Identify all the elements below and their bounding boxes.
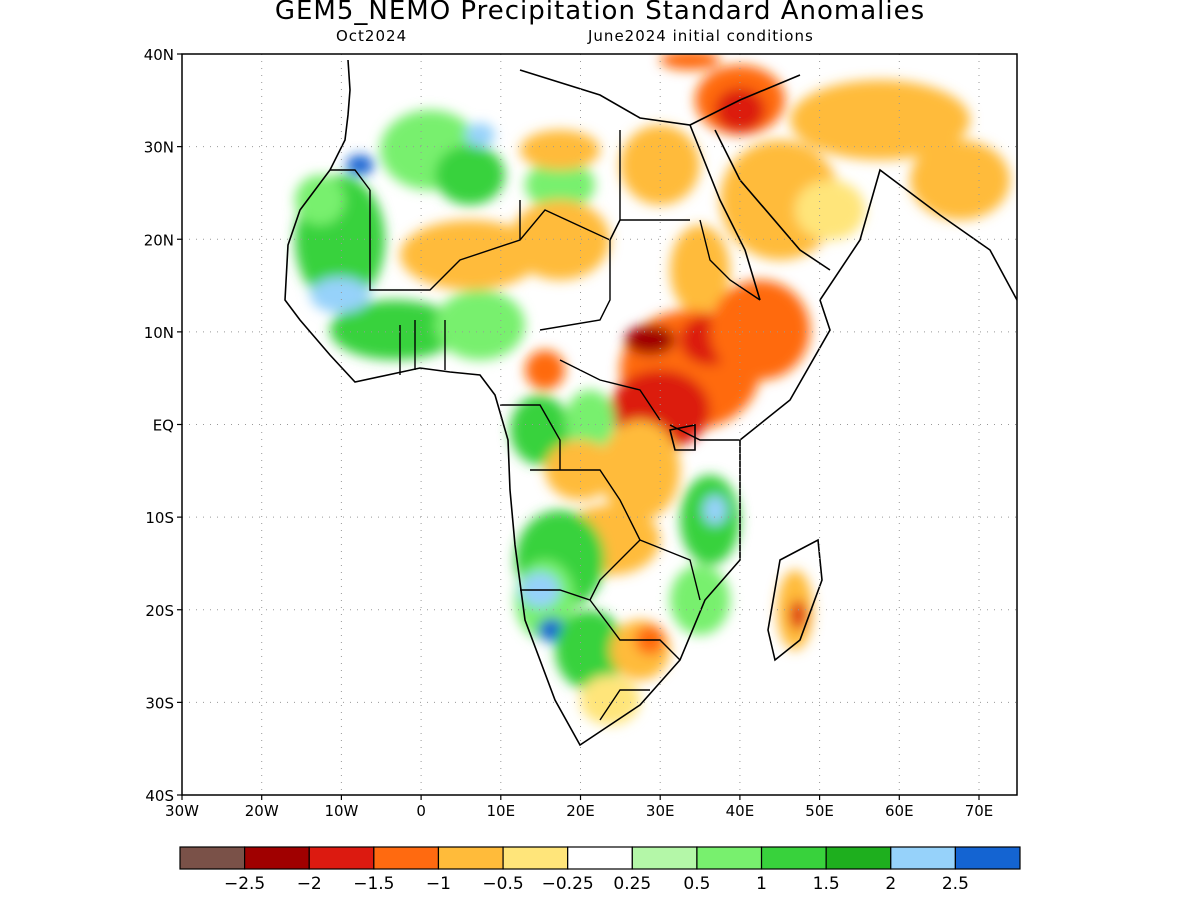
- initial-conditions-label: June2024 initial conditions: [588, 27, 814, 45]
- lon-label: 10W: [324, 802, 358, 820]
- country-borders: [330, 130, 761, 721]
- colorbar-label: 1: [756, 874, 767, 894]
- colorbar-label: 1.5: [813, 874, 840, 894]
- anomaly-field: [295, 54, 1010, 725]
- lon-label: 50E: [805, 802, 834, 820]
- lat-label: 40N: [144, 46, 174, 64]
- lon-label: 40E: [726, 802, 755, 820]
- lon-label: 20E: [566, 802, 595, 820]
- lat-label: EQ: [153, 417, 174, 435]
- colorbar-swatch: [437, 846, 504, 870]
- colorbar-swatch: [890, 846, 956, 870]
- colorbar-swatch: [308, 846, 375, 870]
- coastlines: [284, 59, 1017, 747]
- colorbar-label: −0.25: [542, 874, 594, 894]
- colorbar-label: 0.25: [613, 874, 651, 894]
- colorbar-label: −0.5: [482, 874, 523, 894]
- lat-label: 10N: [144, 324, 174, 342]
- lat-label: 30N: [144, 139, 174, 157]
- lat-label: 20N: [144, 231, 174, 249]
- lat-label: 20S: [145, 602, 174, 620]
- lon-label: 60E: [885, 802, 914, 820]
- map-content: [284, 54, 1017, 747]
- colorbar-label: −2.5: [224, 874, 265, 894]
- colorbar: −2.5 −2 −1.5 −1 −0.5 −0.25 0.25 0.5 1 1.5 2 2.5: [179, 846, 1021, 894]
- colorbar-swatch: [631, 846, 698, 870]
- colorbar-label: −2: [297, 874, 322, 894]
- colorbar-label: −1: [426, 874, 451, 894]
- colorbar-swatch: [502, 846, 569, 870]
- lon-label: 30E: [646, 802, 675, 820]
- forecast-month-label: Oct2024: [336, 27, 408, 45]
- colorbar-swatch: [696, 846, 763, 870]
- colorbar-label: 2.5: [942, 874, 969, 894]
- colorbar-label: −1.5: [353, 874, 394, 894]
- lat-label: 30S: [145, 694, 174, 712]
- colorbar-label: 2: [885, 874, 896, 894]
- colorbar-label: 0.5: [683, 874, 710, 894]
- lon-label: 70E: [965, 802, 994, 820]
- lon-label: 30W: [165, 802, 199, 820]
- colorbar-swatch: [179, 846, 246, 870]
- map-title: GEM5_NEMO Precipitation Standard Anomali…: [274, 0, 926, 26]
- colorbar-swatch: [954, 846, 1021, 870]
- colorbar-swatch: [567, 846, 633, 870]
- colorbar-swatch: [825, 846, 892, 870]
- lon-label: 10E: [487, 802, 516, 820]
- colorbar-swatch: [244, 846, 310, 870]
- lat-label: 10S: [145, 509, 174, 527]
- lon-label: 0: [416, 802, 426, 820]
- colorbar-swatch: [373, 846, 440, 870]
- lat-label: 40S: [145, 787, 174, 805]
- colorbar-swatch: [760, 846, 827, 870]
- lon-label: 20W: [245, 802, 279, 820]
